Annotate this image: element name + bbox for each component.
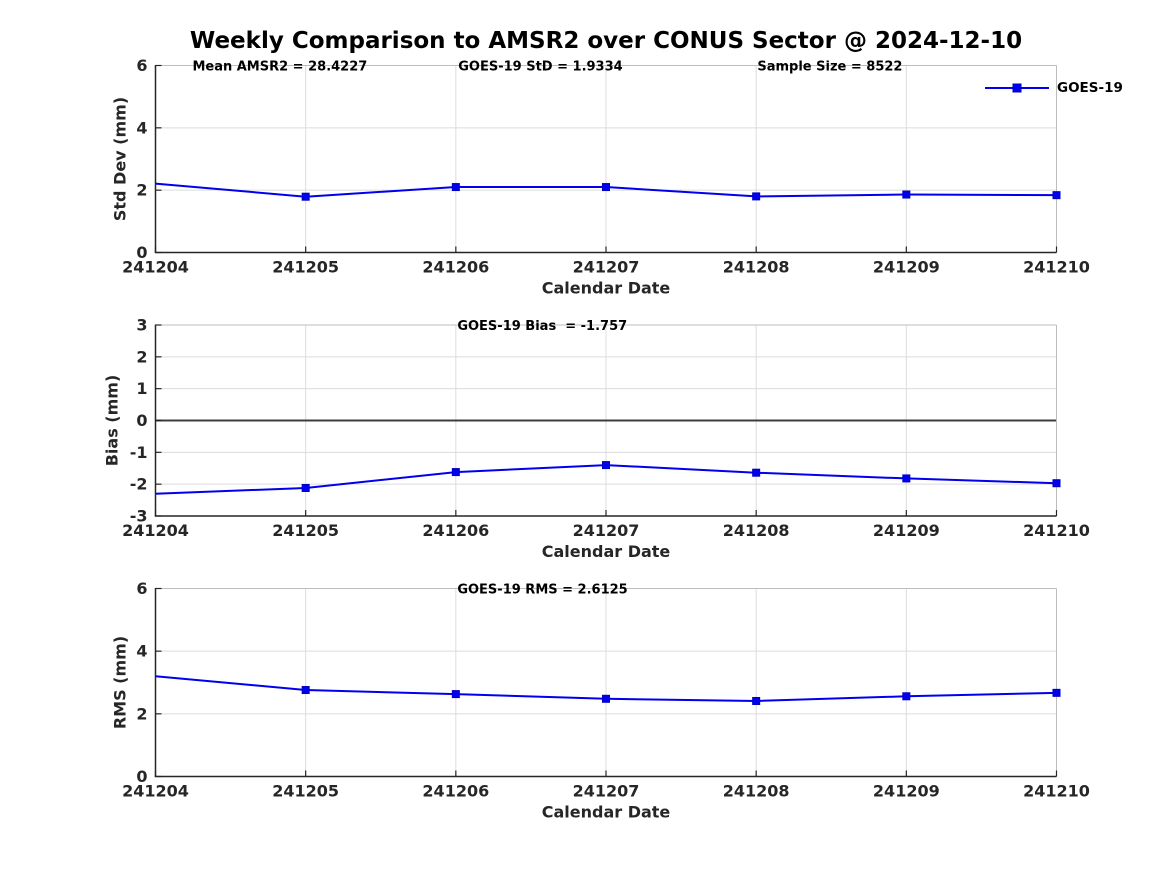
data-point-marker [902,190,911,199]
y-tick-label: -3 [130,507,148,526]
data-point-marker [902,474,911,483]
data-point-marker [451,690,460,699]
data-point-marker [902,692,911,701]
data-point-marker [301,686,310,695]
data-point-marker [602,694,610,703]
x-tick-label: 241204 [122,782,189,801]
x-axis-label: Calendar Date [542,542,671,561]
chart-1: 241204 241205 241206 241207 241208 241209 2412… [103,316,1090,562]
y-axis-label: Std Dev (mm) [111,97,130,221]
y-tick-label: -2 [130,475,148,494]
x-tick-label: 241210 [1023,521,1090,540]
x-tick-label: 241209 [873,521,940,540]
chart-2: 241204 241205 241206 241207 241208 241209 2412… [111,579,1090,822]
data-point-marker [451,468,460,477]
x-tick-label: 241205 [272,521,339,540]
data-point-marker [602,183,610,192]
gridlines [155,588,1057,777]
x-tick-label: 241205 [272,258,339,277]
data-point-marker [1052,479,1061,488]
y-tick-label: 0 [136,767,147,786]
x-tick-label: 241207 [573,782,640,801]
data-point-marker [451,183,460,192]
y-tick-label: 6 [136,579,147,598]
x-tick-label: 241206 [422,782,489,801]
x-tick-label: 241209 [873,258,940,277]
annotation: GOES-19 StD = 1.9334 [458,60,622,75]
x-tick-label: 241206 [422,258,489,277]
x-tick-label: 241210 [1023,782,1090,801]
gridlines [155,65,1057,253]
y-tick-label: 3 [136,316,147,335]
y-tick-label: -1 [130,443,148,462]
y-tick-label: 4 [136,642,147,661]
data-point-marker [602,461,610,470]
x-tick-label: 241209 [873,782,940,801]
data-point-marker [1052,688,1061,697]
legend-label: GOES-19 [1057,80,1123,96]
x-tick-label: 241205 [272,782,339,801]
x-tick-label: 241206 [422,521,489,540]
x-tick-label: 241208 [723,258,790,277]
annotation: GOES-19 RMS = 2.6125 [457,583,627,598]
x-tick-label: 241208 [723,521,790,540]
legend-line-sample [985,83,1049,93]
y-tick-label: 2 [136,704,147,723]
tick-marks [154,64,1058,254]
annotation: Mean AMSR2 = 28.4227 [192,60,367,75]
x-tick-label: 241208 [723,782,790,801]
annotation: GOES-19 Bias = -1.757 [457,319,627,334]
y-tick-label: 2 [136,347,147,366]
data-point-marker [752,192,761,201]
x-axis-label: Calendar Date [542,279,671,298]
y-tick-label: 1 [136,379,147,398]
y-tick-label: 6 [136,56,147,75]
chart-0: 241204 241205 241206 241207 241208 241209 2412… [111,56,1090,298]
data-point-marker [301,483,310,492]
data-point-marker [301,192,310,201]
x-tick-label: 241204 [122,521,189,540]
x-tick-label: 241210 [1023,258,1090,277]
y-tick-label: 4 [136,118,147,137]
y-tick-label: 0 [136,411,147,430]
y-tick-label: 0 [136,243,147,262]
y-tick-label: 2 [136,181,147,200]
x-axis-label: Calendar Date [542,803,671,822]
tick-marks [154,324,1058,517]
y-axis-label: Bias (mm) [103,375,122,467]
figure-title: Weekly Comparison to AMSR2 over CONUS Se… [189,28,1023,54]
x-tick-label: 241207 [573,521,640,540]
legend: GOES-19 [984,79,1123,97]
x-tick-label: 241204 [122,258,189,277]
data-point-marker [752,468,761,477]
tick-marks [154,587,1058,778]
data-point-marker [1052,191,1061,200]
y-axis-label: RMS (mm) [111,636,130,729]
x-tick-label: 241207 [573,258,640,277]
annotation: Sample Size = 8522 [757,60,902,75]
data-point-marker [752,696,761,705]
